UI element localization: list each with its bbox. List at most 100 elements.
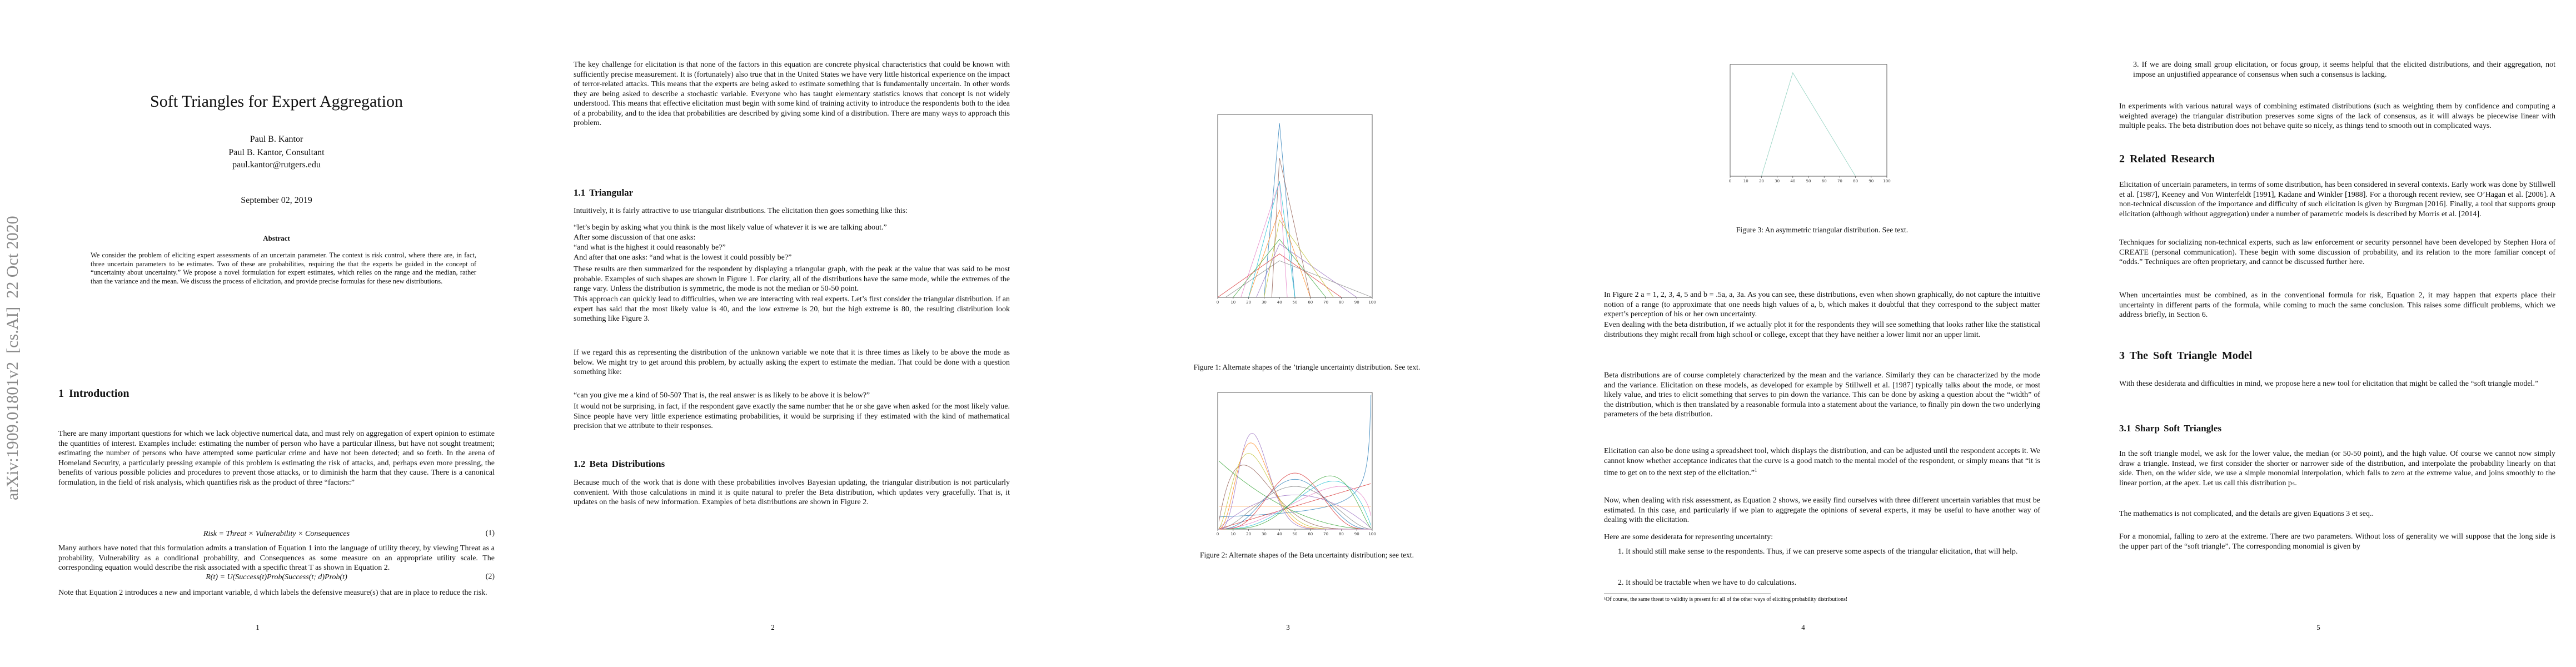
x-tick-label: 10 <box>1230 532 1235 536</box>
quote: “can you give me a kind of 50-50? That i… <box>574 391 870 400</box>
paragraph: Intuitively, it is fairly attractive to … <box>574 207 908 215</box>
paragraph: Because much of the work that is done wi… <box>574 479 1010 506</box>
footnote-mark: 1 <box>1754 467 1757 473</box>
paragraph: Now, when dealing with risk assessment, … <box>1604 496 2040 524</box>
x-tick-label: 60 <box>1308 300 1313 305</box>
quote: “let’s begin by asking what you think is… <box>574 223 887 232</box>
x-tick-label: 100 <box>1883 179 1890 183</box>
figure-3: 0 10 20 30 40 50 60 70 80 90 100 <box>1729 64 1891 183</box>
paragraph: And after that one asks: “and what is th… <box>574 253 792 262</box>
paragraph: The key challenge for elicitation is tha… <box>574 61 1010 127</box>
x-tick-label: 70 <box>1323 300 1328 305</box>
x-tick-label: 60 <box>1822 179 1827 183</box>
curve <box>1225 260 1373 298</box>
x-tick-label: 90 <box>1354 300 1359 305</box>
x-tick-label: 50 <box>1293 300 1298 305</box>
author: paul.kantor@rutgers.edu <box>232 160 321 170</box>
page-2: The key challenge for elicitation is tha… <box>515 0 1030 667</box>
figure-caption: Figure 3: An asymmetric triangular distr… <box>1736 226 1909 234</box>
paragraph: Elicitation can also be done using a spr… <box>1604 447 2040 477</box>
figure-2: 0 10 20 30 40 50 60 70 80 90 100 <box>1217 392 1376 536</box>
x-tick-label: 80 <box>1853 179 1858 183</box>
x-tick-label: 20 <box>1246 300 1251 305</box>
plot-frame <box>1730 64 1887 177</box>
curve <box>1219 475 1372 530</box>
paragraph: In the soft triangle model, we ask for t… <box>2119 450 2555 487</box>
author: Paul B. Kantor, Consultant <box>228 148 325 157</box>
x-tick-label: 10 <box>1743 179 1748 183</box>
curve <box>1219 483 1371 529</box>
curve <box>1218 453 1371 530</box>
x-tick-label: 90 <box>1869 179 1874 183</box>
x-tick-label: 30 <box>1262 300 1267 305</box>
plot-frame <box>1217 114 1373 298</box>
title: Soft Triangles for Expert Aggregation <box>150 92 403 111</box>
curve <box>1271 158 1311 298</box>
x-tick-label: 80 <box>1339 300 1344 305</box>
x-tick-label: 0 <box>1217 300 1219 305</box>
x-tick-label: 100 <box>1368 532 1376 536</box>
section-heading: 2 Related Research <box>2119 153 2215 165</box>
equation: Risk = Threat × Vulnerability × Conseque… <box>203 530 350 538</box>
curve <box>1219 495 1371 529</box>
curve <box>1219 479 1371 530</box>
x-tick-label: 80 <box>1339 532 1344 536</box>
list-item: 3. If we are doing small group elicitati… <box>2133 61 2555 79</box>
date: September 02, 2019 <box>241 196 312 205</box>
paragraph: With these desiderata and difficulties i… <box>2119 380 2539 388</box>
list-item: 2. It should be tractable when we have t… <box>1618 579 1797 587</box>
page-number: 2 <box>771 623 775 631</box>
subsection-heading: 3.1 Sharp Soft Triangles <box>2119 423 2222 434</box>
figure-caption: Figure 1: Alternate shapes of the ’trian… <box>1193 363 1421 371</box>
curve <box>1256 243 1357 298</box>
paragraph: Many authors have noted that this formul… <box>58 544 495 572</box>
paragraph: In Figure 2 a = 1, 2, 3, 4, 5 and b = .5… <box>1604 291 2040 318</box>
page-3: 0 10 20 30 40 50 60 70 80 90 100 Figure 1: Alterna… <box>1030 0 1546 667</box>
x-tick-label: 60 <box>1308 532 1313 536</box>
paragraph: After some discussion of that one asks: <box>574 233 696 242</box>
x-tick-label: 20 <box>1759 179 1764 183</box>
page-5: 3. If we are doing small group elicitati… <box>2061 0 2576 667</box>
paragraph: Here are some desiderata for representin… <box>1604 533 1773 541</box>
abstract: We consider the problem of eliciting exp… <box>91 251 476 285</box>
curve <box>1219 486 1372 530</box>
x-tick-label: 70 <box>1837 179 1842 183</box>
curve <box>1219 433 1371 530</box>
curve <box>1263 219 1334 298</box>
equation: R(t) = U(Success(t)Prob(Success(t; d)Pro… <box>206 573 347 581</box>
paragraph: This approach can quickly lead to diffic… <box>574 295 1010 323</box>
paragraph: Beta distributions are of course complet… <box>1604 371 2040 419</box>
x-tick-label: 90 <box>1354 532 1359 536</box>
list-item: 1. It should still make sense to the res… <box>1618 547 2018 556</box>
paragraph: The mathematics is not complicated, and … <box>2119 510 2374 518</box>
x-tick-label: 30 <box>1262 532 1267 536</box>
curve <box>1217 253 1342 298</box>
curve <box>1248 181 1296 298</box>
x-tick-label: 10 <box>1230 300 1235 305</box>
quote: “and what is the highest it could reason… <box>574 243 726 252</box>
paragraph: When uncertainties must be combined, as … <box>2119 291 2555 319</box>
curve <box>1218 465 1371 530</box>
page-number: 1 <box>256 623 260 631</box>
page-number: 3 <box>1286 623 1290 631</box>
paragraph: If we regard this as representing the di… <box>574 349 1010 376</box>
x-tick-label: 40 <box>1277 300 1282 305</box>
equation-number: (2) <box>485 573 495 581</box>
paragraph: It would not be surprising, in fact, if … <box>574 402 1010 430</box>
section-heading: 1 Introduction <box>58 387 129 400</box>
equation-number: (1) <box>485 529 495 537</box>
curve <box>1761 72 1856 177</box>
paragraph-with-footnote: Elicitation can also be done using a spr… <box>1604 446 2040 478</box>
curve <box>1219 472 1371 530</box>
figure-caption: Figure 2: Alternate shapes of the Beta u… <box>1199 551 1414 559</box>
subsection-heading: 1.2 Beta Distributions <box>574 459 665 469</box>
x-tick-label: 0 <box>1729 179 1731 183</box>
x-tick-label: 40 <box>1277 532 1282 536</box>
curve <box>1233 238 1326 298</box>
paragraph: Note that Equation 2 introduces a new an… <box>58 589 487 597</box>
author: Paul B. Kantor <box>250 135 303 144</box>
paragraph: Even dealing with the beta distribution,… <box>1604 321 2040 339</box>
x-tick-label: 70 <box>1323 532 1328 536</box>
paragraph: There are many important questions for w… <box>58 430 495 487</box>
